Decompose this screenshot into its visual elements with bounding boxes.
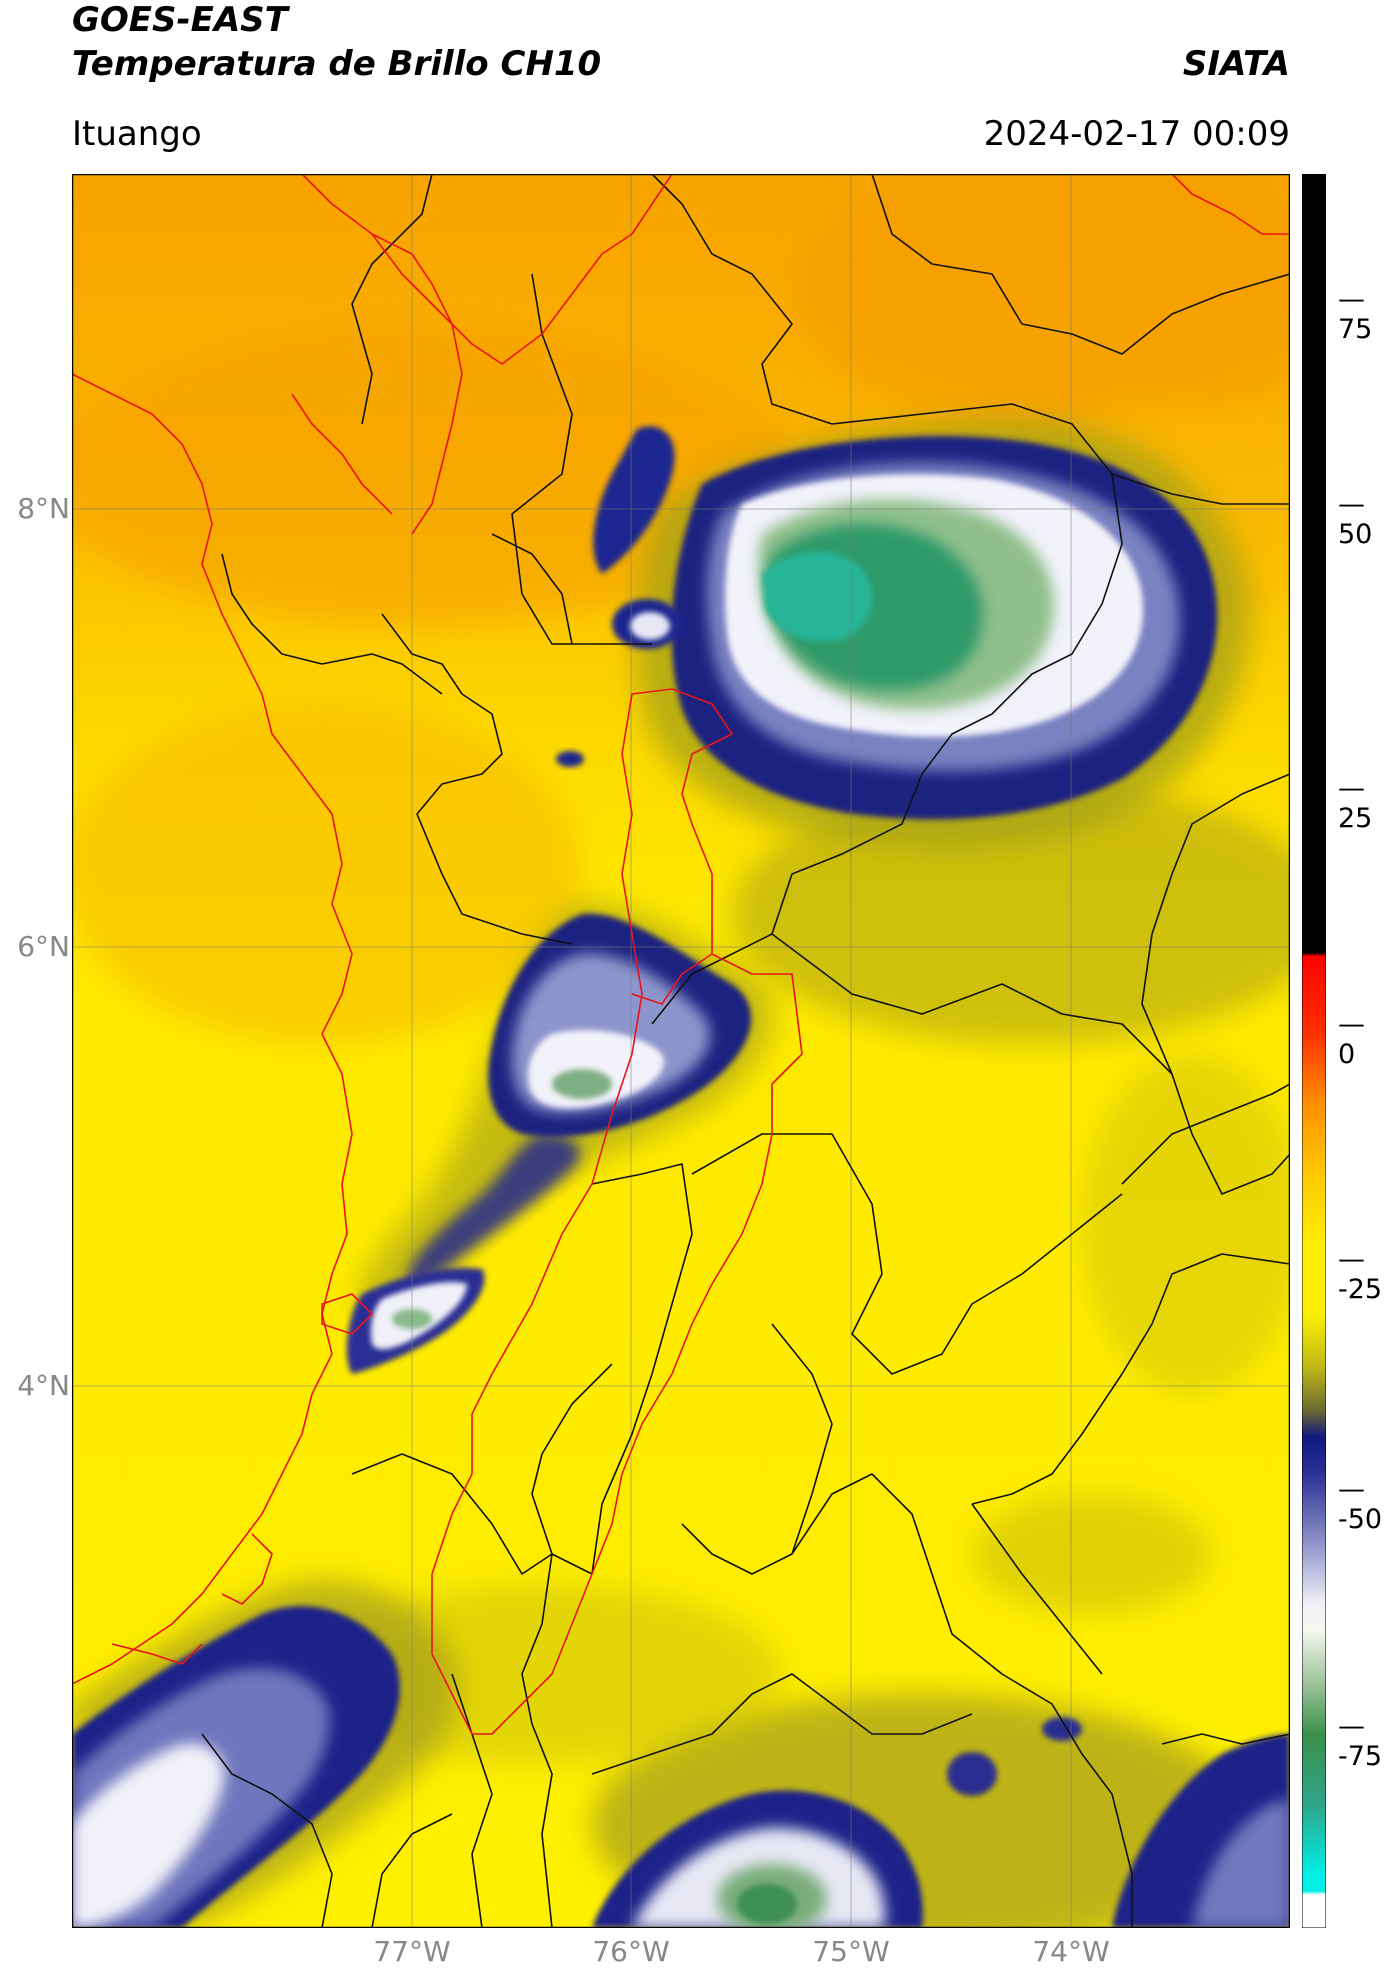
lon-label-74w: 74°W: [1032, 1935, 1110, 1968]
department-borders: [201, 174, 1290, 1928]
datetime-label: 2024-02-17 00:09: [983, 114, 1290, 154]
cloud-blob: [630, 612, 670, 640]
title-product: Temperatura de Brillo CH10: [72, 44, 602, 84]
warm-patch: [792, 174, 1290, 434]
lat-label-6n: 6°N: [17, 930, 70, 963]
colorbar-tick-75: — 75: [1338, 284, 1373, 345]
colorbar-tick-50: — 50: [1338, 489, 1373, 550]
cloud-fringe: [1082, 1054, 1290, 1394]
storm-cell-northeast: [635, 418, 1251, 849]
cloud-fringe: [972, 1494, 1212, 1614]
warm-patch: [72, 704, 582, 1044]
colorbar: [1302, 174, 1326, 1928]
colorbar-tick-25: — 25: [1338, 773, 1373, 834]
agency-label: SIATA: [1182, 44, 1290, 84]
map-frame: [72, 174, 1290, 1928]
storm-cell-center: [357, 902, 773, 1324]
cloud-blob: [593, 426, 675, 574]
cloud-blob: [556, 751, 584, 767]
colorbar-tick-minus50: — -50: [1338, 1474, 1383, 1535]
location-label: Ituango: [72, 114, 202, 154]
satellite-map[interactable]: [72, 174, 1290, 1928]
lon-label-77w: 77°W: [373, 1935, 451, 1968]
lon-label-76w: 76°W: [592, 1935, 670, 1968]
storm-cell-southwest: [72, 1580, 459, 1928]
storm-cell-south: [592, 1790, 923, 1928]
title-satellite: GOES-EAST: [72, 0, 288, 40]
cloud-fringe: [732, 784, 1290, 1044]
storm-cell-southeast: [947, 1717, 1290, 1928]
colorbar-tick-minus75: — -75: [1338, 1711, 1383, 1772]
coastline-borders: [72, 174, 1290, 1735]
colorbar-tick-0: — 0: [1338, 1009, 1365, 1070]
lon-label-75w: 75°W: [812, 1935, 890, 1968]
lat-label-8n: 8°N: [17, 492, 70, 525]
colorbar-tick-minus25: — -25: [1338, 1244, 1383, 1305]
lat-label-4n: 4°N: [17, 1369, 70, 1402]
